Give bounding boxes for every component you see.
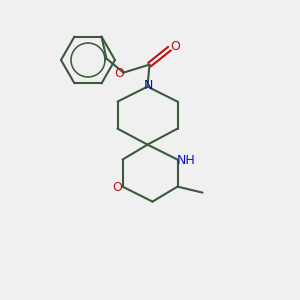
Text: O: O	[115, 67, 124, 80]
Text: O: O	[112, 181, 122, 194]
Text: N: N	[144, 79, 153, 92]
Text: O: O	[171, 40, 180, 53]
Text: NH: NH	[177, 154, 196, 167]
